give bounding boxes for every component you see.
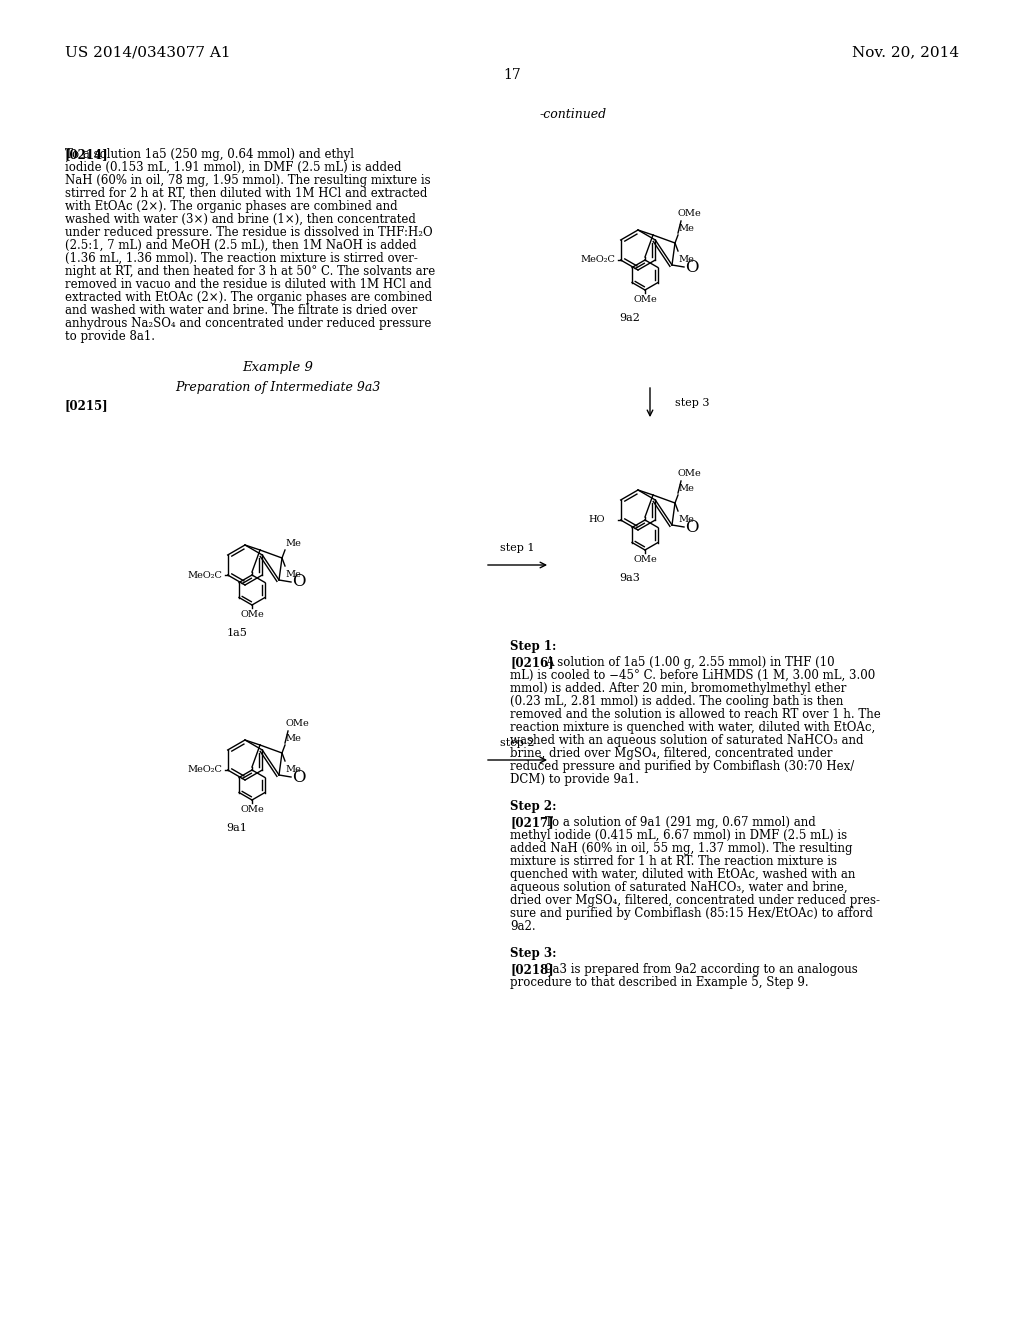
- Text: washed with an aqueous solution of saturated NaHCO₃ and: washed with an aqueous solution of satur…: [510, 734, 863, 747]
- Text: reduced pressure and purified by Combiflash (30:70 Hex/: reduced pressure and purified by Combifl…: [510, 760, 854, 774]
- Text: stirred for 2 h at RT, then diluted with 1M HCl and extracted: stirred for 2 h at RT, then diluted with…: [65, 187, 427, 201]
- Text: and washed with water and brine. The filtrate is dried over: and washed with water and brine. The fil…: [65, 304, 418, 317]
- Text: mL) is cooled to −45° C. before LiHMDS (1 M, 3.00 mL, 3.00: mL) is cooled to −45° C. before LiHMDS (…: [510, 669, 876, 682]
- Text: NaH (60% in oil, 78 mg, 1.95 mmol). The resulting mixture is: NaH (60% in oil, 78 mg, 1.95 mmol). The …: [65, 174, 431, 187]
- Text: Step 3:: Step 3:: [510, 946, 556, 960]
- Text: Preparation of Intermediate 9a3: Preparation of Intermediate 9a3: [175, 381, 380, 393]
- Text: -continued: -continued: [540, 108, 607, 121]
- Text: anhydrous Na₂SO₄ and concentrated under reduced pressure: anhydrous Na₂SO₄ and concentrated under …: [65, 317, 431, 330]
- Text: iodide (0.153 mL, 1.91 mmol), in DMF (2.5 mL) is added: iodide (0.153 mL, 1.91 mmol), in DMF (2.…: [65, 161, 401, 174]
- Text: OMe: OMe: [285, 719, 309, 729]
- Text: OMe: OMe: [678, 469, 701, 478]
- Text: Me: Me: [678, 224, 694, 234]
- Text: O: O: [292, 768, 305, 785]
- Text: removed in vacuo and the residue is diluted with 1M HCl and: removed in vacuo and the residue is dilu…: [65, 279, 432, 290]
- Text: methyl iodide (0.415 mL, 6.67 mmol) in DMF (2.5 mL) is: methyl iodide (0.415 mL, 6.67 mmol) in D…: [510, 829, 847, 842]
- Text: added NaH (60% in oil, 55 mg, 1.37 mmol). The resulting: added NaH (60% in oil, 55 mg, 1.37 mmol)…: [510, 842, 853, 855]
- Text: (2.5:1, 7 mL) and MeOH (2.5 mL), then 1M NaOH is added: (2.5:1, 7 mL) and MeOH (2.5 mL), then 1M…: [65, 239, 417, 252]
- Text: sure and purified by Combiflash (85:15 Hex/EtOAc) to afford: sure and purified by Combiflash (85:15 H…: [510, 907, 872, 920]
- Text: 9a2.: 9a2.: [510, 920, 536, 933]
- Text: [0218]: [0218]: [510, 964, 554, 975]
- Text: DCM) to provide 9a1.: DCM) to provide 9a1.: [510, 774, 639, 785]
- Text: dried over MgSO₄, filtered, concentrated under reduced pres-: dried over MgSO₄, filtered, concentrated…: [510, 894, 880, 907]
- Text: Me: Me: [285, 570, 301, 579]
- Text: US 2014/0343077 A1: US 2014/0343077 A1: [65, 45, 230, 59]
- Text: OMe: OMe: [678, 209, 701, 218]
- Text: MeO₂C: MeO₂C: [187, 570, 222, 579]
- Text: mmol) is added. After 20 min, bromomethylmethyl ether: mmol) is added. After 20 min, bromomethy…: [510, 682, 847, 696]
- Text: O: O: [685, 519, 698, 536]
- Text: O: O: [685, 259, 698, 276]
- Text: (1.36 mL, 1.36 mmol). The reaction mixture is stirred over-: (1.36 mL, 1.36 mmol). The reaction mixtu…: [65, 252, 418, 265]
- Text: step 1: step 1: [500, 543, 535, 553]
- Text: Me: Me: [285, 539, 301, 548]
- Text: 9a3: 9a3: [620, 573, 640, 583]
- Text: Me: Me: [285, 766, 301, 774]
- Text: Example 9: Example 9: [242, 360, 313, 374]
- Text: Me: Me: [678, 484, 694, 492]
- Text: under reduced pressure. The residue is dissolved in THF:H₂O: under reduced pressure. The residue is d…: [65, 226, 432, 239]
- Text: removed and the solution is allowed to reach RT over 1 h. The: removed and the solution is allowed to r…: [510, 708, 881, 721]
- Text: Me: Me: [678, 515, 694, 524]
- Text: step 2: step 2: [500, 738, 535, 748]
- Text: extracted with EtOAc (2×). The organic phases are combined: extracted with EtOAc (2×). The organic p…: [65, 290, 432, 304]
- Text: Me: Me: [678, 255, 694, 264]
- Text: To a solution of 9a1 (291 mg, 0.67 mmol) and: To a solution of 9a1 (291 mg, 0.67 mmol)…: [545, 816, 816, 829]
- Text: OMe: OMe: [633, 554, 656, 564]
- Text: reaction mixture is quenched with water, diluted with EtOAc,: reaction mixture is quenched with water,…: [510, 721, 876, 734]
- Text: O: O: [292, 573, 305, 590]
- Text: step 3: step 3: [675, 397, 710, 408]
- Text: washed with water (3×) and brine (1×), then concentrated: washed with water (3×) and brine (1×), t…: [65, 213, 416, 226]
- Text: OMe: OMe: [633, 294, 656, 304]
- Text: Step 1:: Step 1:: [510, 640, 556, 653]
- Text: OMe: OMe: [240, 805, 264, 814]
- Text: brine, dried over MgSO₄, filtered, concentrated under: brine, dried over MgSO₄, filtered, conce…: [510, 747, 833, 760]
- Text: To a solution 1a5 (250 mg, 0.64 mmol) and ethyl: To a solution 1a5 (250 mg, 0.64 mmol) an…: [65, 148, 354, 161]
- Text: 1a5: 1a5: [226, 628, 248, 638]
- Text: mixture is stirred for 1 h at RT. The reaction mixture is: mixture is stirred for 1 h at RT. The re…: [510, 855, 837, 869]
- Text: to provide 8a1.: to provide 8a1.: [65, 330, 155, 343]
- Text: OMe: OMe: [240, 610, 264, 619]
- Text: Step 2:: Step 2:: [510, 800, 556, 813]
- Text: Nov. 20, 2014: Nov. 20, 2014: [852, 45, 959, 59]
- Text: [0214]: [0214]: [65, 148, 109, 161]
- Text: procedure to that described in Example 5, Step 9.: procedure to that described in Example 5…: [510, 975, 809, 989]
- Text: 9a1: 9a1: [226, 822, 248, 833]
- Text: [0215]: [0215]: [65, 399, 109, 412]
- Text: A solution of 1a5 (1.00 g, 2.55 mmol) in THF (10: A solution of 1a5 (1.00 g, 2.55 mmol) in…: [545, 656, 835, 669]
- Text: 9a3 is prepared from 9a2 according to an analogous: 9a3 is prepared from 9a2 according to an…: [545, 964, 858, 975]
- Text: aqueous solution of saturated NaHCO₃, water and brine,: aqueous solution of saturated NaHCO₃, wa…: [510, 880, 848, 894]
- Text: HO: HO: [589, 516, 605, 524]
- Text: MeO₂C: MeO₂C: [581, 256, 615, 264]
- Text: (0.23 mL, 2.81 mmol) is added. The cooling bath is then: (0.23 mL, 2.81 mmol) is added. The cooli…: [510, 696, 844, 708]
- Text: MeO₂C: MeO₂C: [187, 766, 222, 775]
- Text: with EtOAc (2×). The organic phases are combined and: with EtOAc (2×). The organic phases are …: [65, 201, 397, 213]
- Text: quenched with water, diluted with EtOAc, washed with an: quenched with water, diluted with EtOAc,…: [510, 869, 855, 880]
- Text: night at RT, and then heated for 3 h at 50° C. The solvants are: night at RT, and then heated for 3 h at …: [65, 265, 435, 279]
- Text: Me: Me: [285, 734, 301, 743]
- Text: [0217]: [0217]: [510, 816, 554, 829]
- Text: 17: 17: [503, 69, 521, 82]
- Text: [0216]: [0216]: [510, 656, 554, 669]
- Text: 9a2: 9a2: [620, 313, 640, 323]
